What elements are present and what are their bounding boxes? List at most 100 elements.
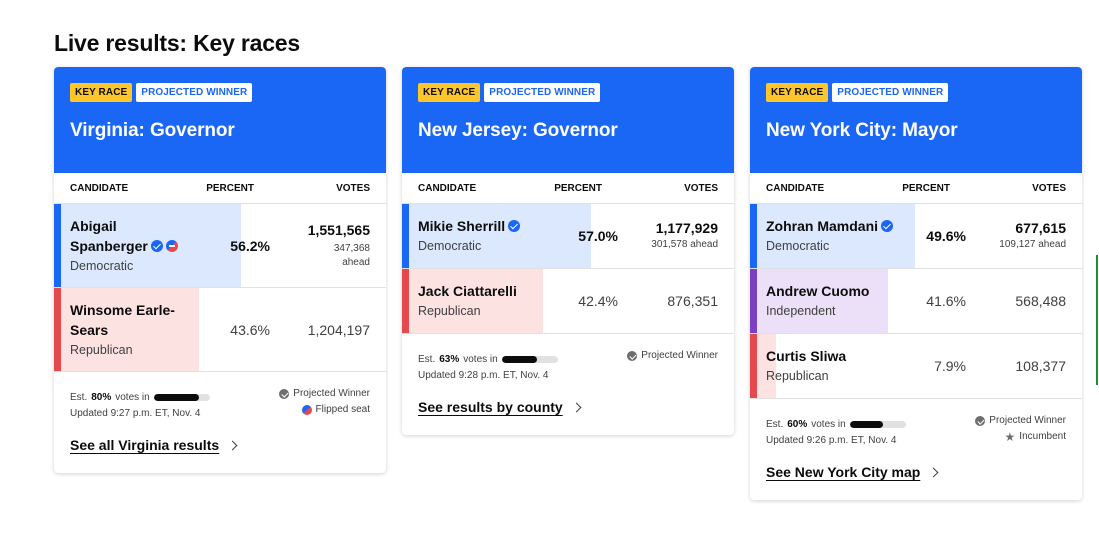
chevron-right-icon — [227, 440, 238, 450]
candidate-percent: 57.0% — [578, 228, 618, 244]
candidate-name: Andrew Cuomo — [766, 283, 870, 299]
candidate-votes: 876,351 — [667, 293, 718, 309]
candidate-name: Curtis Sliwa — [766, 348, 847, 364]
legend-projected-winner: Projected Winner — [989, 415, 1066, 426]
projected-winner-badge: PROJECTED WINNER — [484, 83, 601, 102]
candidate-percent: 41.6% — [926, 293, 966, 309]
reporting-progress-bar — [153, 393, 210, 401]
chevron-right-icon — [571, 402, 582, 412]
candidate-row[interactable]: Curtis Sliwa Republican 7.9% 108,377 — [750, 334, 1082, 399]
column-headers: CANDIDATE PERCENT VOTES — [402, 173, 734, 204]
projected-winner-legend-icon — [627, 351, 638, 361]
party-color-strip — [750, 269, 757, 333]
votes-ahead: 109,127 ahead — [999, 239, 1066, 250]
column-header-percent: PERCENT — [206, 182, 254, 194]
projected-winner-badge: PROJECTED WINNER — [136, 83, 253, 102]
badges: KEY RACE PROJECTED WINNER — [766, 83, 1066, 102]
projected-winner-badge: PROJECTED WINNER — [832, 83, 949, 102]
candidate-row[interactable]: Winsome Earle-Sears Republican 43.6% 1,2… — [54, 288, 386, 372]
card-footer: Est. 63% votes in Updated 9:28 p.m. ET, … — [402, 334, 734, 435]
updated-timestamp: Updated 9:27 p.m. ET, Nov. 4 — [70, 408, 201, 419]
card-footer: Est. 80% votes in Updated 9:27 p.m. ET, … — [54, 372, 386, 473]
vote-share-bar — [402, 204, 591, 268]
candidate-party: Democratic — [70, 259, 134, 273]
card-header: KEY RACE PROJECTED WINNER New York City:… — [750, 67, 1082, 173]
est-prefix: Est. — [418, 353, 436, 365]
badges: KEY RACE PROJECTED WINNER — [418, 83, 718, 102]
link-label: See New York City map — [766, 464, 921, 480]
chevron-right-icon — [928, 467, 939, 477]
candidate-percent: 42.4% — [578, 293, 618, 309]
candidate-name: Abigail Spanberger — [70, 218, 148, 254]
race-card-new-jersey: KEY RACE PROJECTED WINNER New Jersey: Go… — [402, 67, 734, 435]
party-color-strip — [54, 288, 61, 371]
candidate-name: Winsome Earle-Sears — [70, 302, 175, 338]
candidate-percent: 56.2% — [230, 237, 270, 254]
party-color-strip — [750, 204, 757, 268]
race-card-new-york-city: KEY RACE PROJECTED WINNER New York City:… — [750, 67, 1082, 500]
key-race-badge: KEY RACE — [70, 83, 133, 102]
candidate-name: Jack Ciattarelli — [418, 283, 517, 299]
est-percent: 60% — [787, 418, 808, 430]
estimated-votes-in: Est. 80% votes in — [70, 390, 210, 404]
card-footer: Est. 60% votes in Updated 9:26 p.m. ET, … — [750, 399, 1082, 500]
incumbent-star-icon: ★ — [1004, 430, 1016, 444]
updated-timestamp: Updated 9:26 p.m. ET, Nov. 4 — [766, 435, 897, 446]
party-color-strip — [54, 204, 61, 287]
legend-projected-winner: Projected Winner — [293, 388, 370, 399]
key-race-badge: KEY RACE — [418, 83, 481, 102]
legend: Projected Winner ★ Incumbent — [975, 413, 1066, 445]
race-title: Virginia: Governor — [70, 120, 235, 141]
column-header-candidate: CANDIDATE — [70, 182, 129, 194]
see-new-york-city-map-link[interactable]: See New York City map — [766, 464, 939, 480]
vote-share-bar — [750, 269, 888, 333]
race-title: New Jersey: Governor — [418, 120, 618, 141]
candidate-party: Republican — [766, 369, 829, 383]
projected-winner-check-icon — [881, 220, 894, 232]
est-prefix: Est. — [766, 418, 784, 430]
column-header-votes: VOTES — [684, 182, 718, 194]
candidate-row[interactable]: Zohran Mamdani Democratic 49.6% 677,615 … — [750, 204, 1082, 269]
votes-ahead: 301,578 ahead — [651, 239, 718, 250]
candidate-row[interactable]: Jack Ciattarelli Republican 42.4% 876,35… — [402, 269, 734, 334]
candidate-votes: 677,615 — [1015, 220, 1066, 236]
vote-share-bar — [402, 269, 543, 333]
page-title: Live results: Key races — [54, 30, 300, 56]
estimated-votes-in: Est. 60% votes in — [766, 417, 906, 431]
legend-projected-winner: Projected Winner — [641, 350, 718, 361]
see-all-virginia-results-link[interactable]: See all Virginia results — [70, 437, 238, 453]
card-header: KEY RACE PROJECTED WINNER Virginia: Gove… — [54, 67, 386, 173]
column-header-votes: VOTES — [1032, 182, 1066, 194]
party-color-strip — [402, 269, 409, 333]
candidate-row[interactable]: Mikie Sherrill Democratic 57.0% 1,177,92… — [402, 204, 734, 269]
party-color-strip — [750, 334, 757, 398]
link-label: See all Virginia results — [70, 437, 220, 453]
legend: Projected Winner — [627, 348, 718, 364]
est-percent: 80% — [91, 391, 112, 403]
legend-incumbent: Incumbent — [1019, 431, 1066, 442]
candidate-row[interactable]: Andrew Cuomo Independent 41.6% 568,488 — [750, 269, 1082, 334]
est-percent: 63% — [439, 353, 460, 365]
candidate-votes: 1,204,197 — [307, 321, 370, 338]
candidate-percent: 49.6% — [926, 228, 966, 244]
candidate-percent: 7.9% — [934, 358, 966, 374]
candidate-row[interactable]: Abigail Spanberger Democratic 56.2% 1,55… — [54, 204, 386, 288]
column-header-votes: VOTES — [336, 182, 370, 194]
reporting-progress-fill — [849, 420, 884, 428]
column-header-candidate: CANDIDATE — [418, 182, 477, 194]
est-suffix: votes in — [115, 391, 150, 403]
candidate-name: Zohran Mamdani — [766, 218, 879, 234]
candidate-party: Independent — [766, 304, 836, 318]
badges: KEY RACE PROJECTED WINNER — [70, 83, 370, 102]
legend-flipped-seat: Flipped seat — [315, 404, 370, 415]
reporting-progress-bar — [501, 355, 558, 363]
candidate-votes: 1,177,929 — [655, 220, 718, 236]
candidate-votes: 568,488 — [1015, 293, 1066, 309]
see-results-by-county-link[interactable]: See results by county — [418, 399, 582, 415]
est-suffix: votes in — [463, 353, 498, 365]
candidate-party: Republican — [70, 343, 133, 357]
key-race-badge: KEY RACE — [766, 83, 829, 102]
estimated-votes-in: Est. 63% votes in — [418, 352, 558, 366]
candidate-percent: 43.6% — [230, 321, 270, 338]
race-card-virginia: KEY RACE PROJECTED WINNER Virginia: Gove… — [54, 67, 386, 473]
